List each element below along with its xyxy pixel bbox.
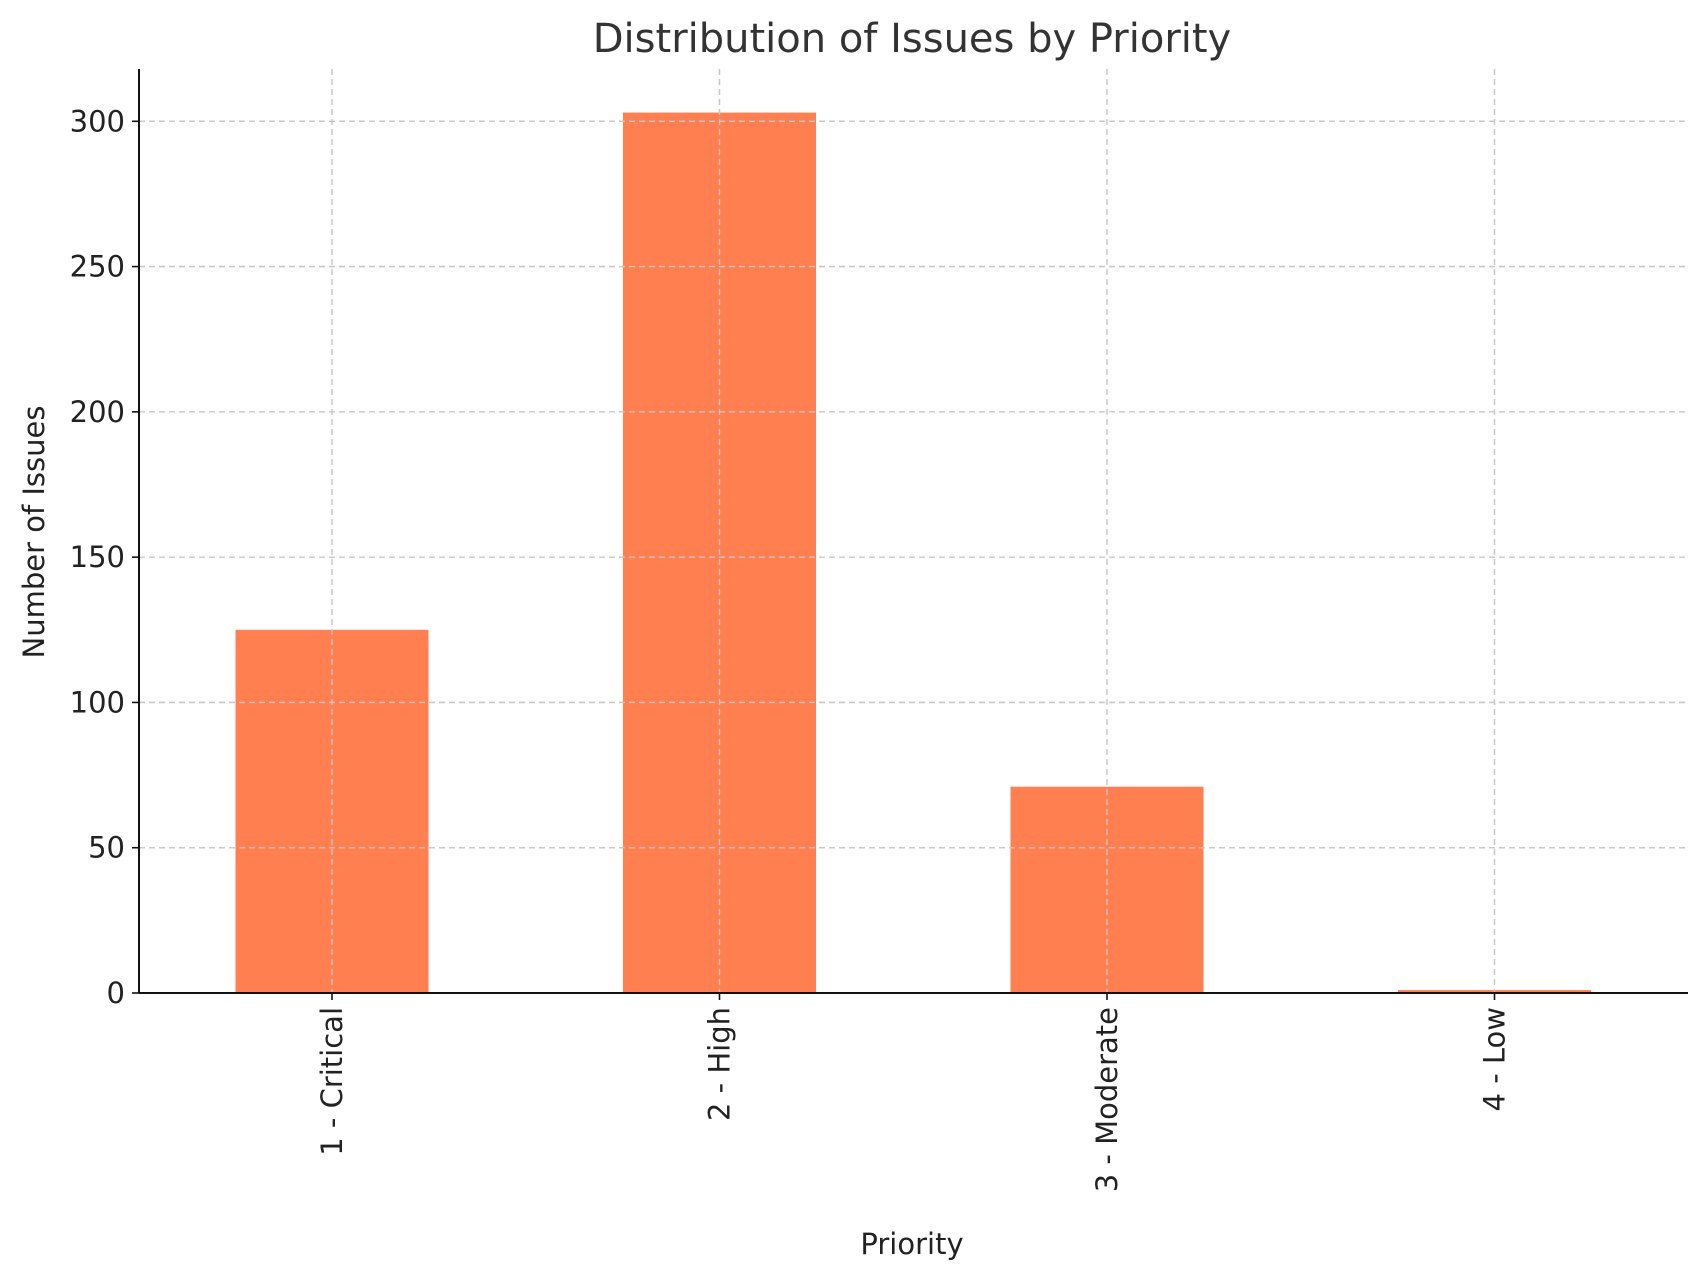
x-axis-label: Priority: [860, 1227, 963, 1261]
x-tick-label: 1 - Critical: [315, 1007, 349, 1156]
y-axis-ticks: 0 50 100 150 200 250 300: [70, 104, 139, 1010]
bars: [139, 69, 1688, 994]
x-tick-label: 3 - Moderate: [1090, 1007, 1124, 1192]
grid-overlay: [139, 69, 1688, 993]
y-axis-label: Number of Issues: [17, 406, 51, 659]
x-tick-label: 2 - High: [703, 1007, 737, 1121]
y-tick-label: 0: [107, 976, 125, 1010]
y-tick-label: 50: [88, 831, 125, 865]
y-tick-label: 150: [70, 540, 125, 574]
y-tick-label: 300: [70, 104, 125, 138]
x-tick-label: 4 - Low: [1478, 1007, 1512, 1111]
chart-title: Distribution of Issues by Priority: [593, 16, 1231, 62]
y-tick-label: 200: [70, 395, 125, 429]
y-tick-label: 250: [70, 250, 125, 284]
x-axis-ticks: 1 - Critical 2 - High 3 - Moderate 4 - Low: [315, 993, 1512, 1192]
y-tick-label: 100: [70, 685, 125, 719]
axes: [138, 69, 1688, 994]
